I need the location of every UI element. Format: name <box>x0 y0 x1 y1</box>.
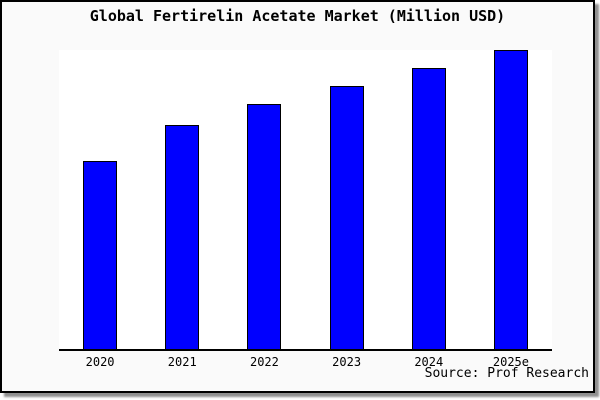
bar-slot <box>388 50 470 349</box>
x-tick-label: 2021 <box>167 355 197 369</box>
bar-series <box>59 50 552 349</box>
bar <box>411 67 446 349</box>
bar <box>493 50 528 349</box>
x-axis-tick-labels: 2020 2021 2022 2023 2024 2025e <box>59 355 552 369</box>
bar-slot <box>59 50 141 349</box>
bar <box>83 160 118 349</box>
x-tick-label: 2020 <box>85 355 115 369</box>
bar <box>247 103 282 349</box>
source-caption: Source: Prof Research <box>424 366 589 381</box>
bar-slot <box>306 50 388 349</box>
bar <box>165 124 200 349</box>
x-tick-label: 2022 <box>249 355 279 369</box>
bar-slot <box>141 50 223 349</box>
plot-area <box>59 50 552 351</box>
bar <box>329 85 364 349</box>
bar-slot <box>223 50 305 349</box>
chart-title: Global Fertirelin Acetate Market (Millio… <box>89 7 506 25</box>
bar-slot <box>470 50 552 349</box>
x-tick-label: 2023 <box>332 355 362 369</box>
x-tick-label: 2024 <box>414 355 444 369</box>
chart-frame: Global Fertirelin Acetate Market (Millio… <box>0 0 595 393</box>
x-tick-label: 2025e <box>492 355 529 369</box>
